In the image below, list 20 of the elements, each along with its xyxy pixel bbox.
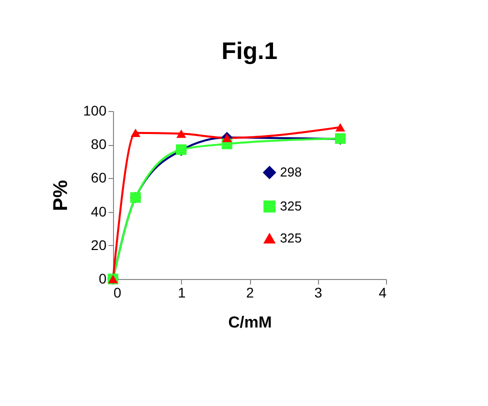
point [335, 123, 346, 132]
x-tick-label: 1 [178, 284, 186, 300]
point [176, 129, 186, 138]
x-tick-label: 2 [246, 284, 254, 300]
x-axis-title: C/mM [228, 314, 272, 332]
legend-label: 325 [280, 198, 302, 214]
y-tick-label: 40 [90, 203, 107, 220]
legend-label: 298 [280, 164, 302, 180]
legend-label: 325 [280, 230, 302, 246]
x-tick-label: 4 [378, 284, 387, 300]
y-tick-label: 0 [98, 270, 107, 286]
y-tick-label: 100 [83, 102, 107, 118]
y-tick-label: 80 [90, 136, 107, 152]
chart-title: Fig.1 [221, 38, 278, 65]
point [130, 128, 140, 138]
y-tick-label: 20 [90, 236, 107, 253]
x-tick-label: 0 [114, 284, 122, 300]
y-tick-label: 60 [90, 170, 107, 186]
y-axis-title: P% [50, 180, 72, 212]
x-tick-label: 3 [314, 284, 322, 300]
